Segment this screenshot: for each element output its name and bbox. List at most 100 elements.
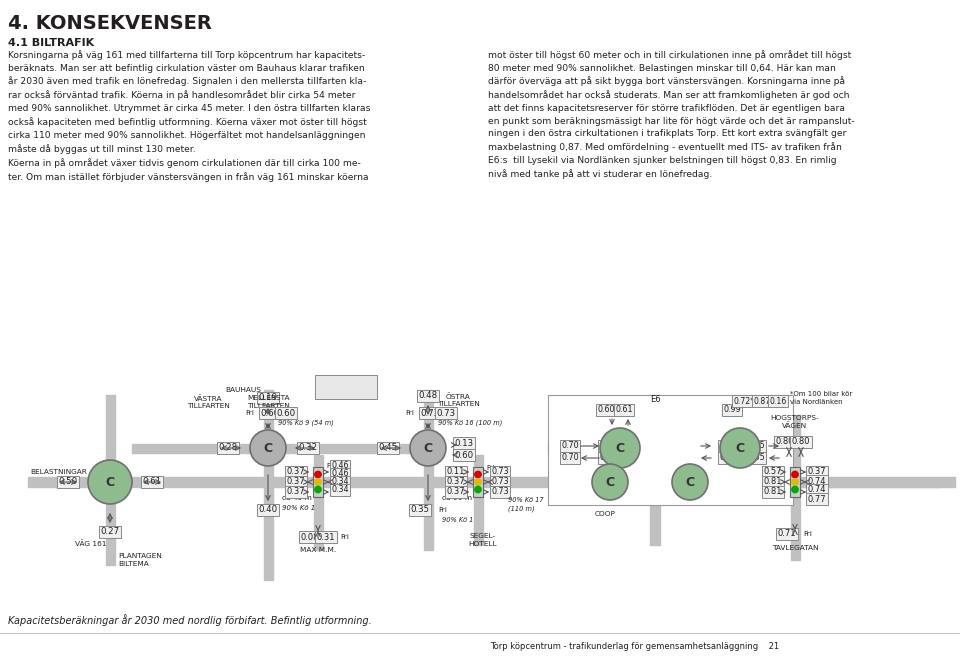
- Text: 0.37: 0.37: [807, 468, 827, 476]
- Text: C: C: [106, 476, 114, 489]
- Circle shape: [475, 486, 481, 493]
- Text: 0.61: 0.61: [142, 478, 161, 487]
- Text: 0.40: 0.40: [258, 506, 277, 514]
- Text: 0.37: 0.37: [287, 487, 305, 497]
- Text: 0.46: 0.46: [331, 470, 348, 478]
- Text: ÖSTRA
TILLFARTEN: ÖSTRA TILLFARTEN: [437, 393, 479, 407]
- FancyBboxPatch shape: [315, 375, 377, 399]
- Text: 0.61: 0.61: [615, 405, 633, 415]
- Text: MELLERSTA
TILLFARTEN: MELLERSTA TILLFARTEN: [247, 396, 289, 409]
- Text: VÄG 161: VÄG 161: [75, 541, 107, 547]
- Text: (110 m): (110 m): [508, 506, 535, 512]
- Text: 0.35: 0.35: [411, 506, 429, 514]
- Circle shape: [315, 471, 322, 478]
- Text: Fri: Fri: [405, 410, 414, 416]
- Text: C: C: [615, 441, 625, 455]
- Text: 0.11: 0.11: [446, 468, 466, 476]
- Text: E6: E6: [650, 396, 660, 405]
- Text: ca 45 m: ca 45 m: [282, 495, 312, 501]
- Text: 90% Kö 9 (54 m): 90% Kö 9 (54 m): [278, 420, 334, 426]
- Text: 0.31: 0.31: [317, 533, 335, 541]
- Circle shape: [720, 428, 760, 468]
- Text: 0.83*: 0.83*: [610, 429, 630, 435]
- Text: 0.37: 0.37: [287, 478, 305, 487]
- Circle shape: [792, 479, 798, 485]
- Text: C: C: [685, 476, 695, 489]
- Text: COOP: COOP: [594, 511, 615, 517]
- Circle shape: [475, 471, 481, 478]
- Text: 90% Kö 1: 90% Kö 1: [282, 505, 315, 511]
- Text: Korsningarna på väg 161 med tillfarterna till Torp köpcentrum har kapacitets-
be: Korsningarna på väg 161 med tillfarterna…: [8, 50, 371, 182]
- Circle shape: [315, 486, 322, 493]
- Text: 0.90: 0.90: [599, 453, 617, 462]
- Text: 0.28: 0.28: [219, 443, 237, 453]
- Circle shape: [410, 430, 446, 466]
- Text: 0.60: 0.60: [454, 451, 473, 459]
- Text: 0.71: 0.71: [778, 529, 796, 539]
- Text: 0.60: 0.60: [276, 409, 296, 417]
- Text: 90% Kö 17: 90% Kö 17: [508, 497, 543, 503]
- Text: HOGSTORPS-
VÄGEN: HOGSTORPS- VÄGEN: [771, 415, 819, 429]
- Text: 0.74: 0.74: [807, 485, 827, 495]
- Text: 0.37: 0.37: [446, 478, 466, 487]
- Text: PLANTAGEN
BILTEMA: PLANTAGEN BILTEMA: [118, 554, 161, 567]
- Text: 0.74: 0.74: [807, 476, 827, 485]
- Text: 0.56: 0.56: [719, 453, 737, 462]
- Text: TAVLEGATAN: TAVLEGATAN: [772, 545, 818, 551]
- Text: 0.73: 0.73: [492, 468, 509, 476]
- Text: Fri: Fri: [245, 410, 254, 416]
- Text: mot öster till högst 60 meter och in till cirkulationen inne på området till hög: mot öster till högst 60 meter och in til…: [488, 50, 854, 179]
- Text: 90% Kö 16 (100 m): 90% Kö 16 (100 m): [438, 420, 502, 426]
- Text: Fri: Fri: [803, 531, 812, 537]
- Text: 0.90: 0.90: [599, 441, 617, 451]
- Text: 0.37: 0.37: [446, 487, 466, 497]
- Text: 0.70: 0.70: [562, 453, 579, 462]
- Text: C: C: [735, 441, 745, 455]
- Text: 0.73: 0.73: [492, 487, 509, 497]
- Circle shape: [315, 479, 322, 485]
- Text: Torp köpcentrum - trafikunderlag för gemensamhetsanläggning    21: Torp köpcentrum - trafikunderlag för gem…: [490, 642, 780, 651]
- Text: 90% Kö 1: 90% Kö 1: [442, 517, 473, 523]
- Text: C: C: [606, 476, 614, 489]
- Circle shape: [475, 479, 481, 485]
- Text: SEGEL-
HOTELL: SEGEL- HOTELL: [468, 533, 497, 546]
- Circle shape: [88, 460, 132, 504]
- Text: Fri: Fri: [340, 534, 348, 540]
- Text: 0.57: 0.57: [764, 468, 782, 476]
- Text: 4.1 BILTRAFIK: 4.1 BILTRAFIK: [8, 38, 94, 48]
- Text: 0.81: 0.81: [764, 487, 782, 497]
- Text: Fri: Fri: [326, 463, 334, 469]
- Text: 0.48: 0.48: [419, 392, 438, 401]
- Text: 0.56: 0.56: [719, 441, 737, 451]
- Text: 0.60: 0.60: [260, 409, 279, 417]
- Text: 0.72*: 0.72*: [733, 396, 755, 405]
- Text: 0.73: 0.73: [437, 409, 456, 417]
- Text: Kapacitetsberäkningar år 2030 med nordlig förbifart. Befintlig utformning.: Kapacitetsberäkningar år 2030 med nordli…: [8, 614, 372, 626]
- Text: 0.73: 0.73: [492, 478, 509, 487]
- Text: ca 90 m: ca 90 m: [442, 495, 472, 501]
- Text: MAX M.M.: MAX M.M.: [300, 547, 336, 553]
- Text: 0.50: 0.50: [59, 478, 78, 487]
- Text: 0.46: 0.46: [331, 462, 348, 470]
- Text: 0.45: 0.45: [378, 443, 397, 453]
- Circle shape: [792, 471, 798, 478]
- Text: 0.37: 0.37: [287, 468, 305, 476]
- Circle shape: [592, 464, 628, 500]
- Text: VÄSTRA
TILLFARTEN: VÄSTRA TILLFARTEN: [186, 395, 229, 409]
- Text: 0.80: 0.80: [792, 438, 810, 447]
- Text: BELASTNINGAR: BELASTNINGAR: [30, 469, 86, 475]
- Bar: [548, 395, 793, 505]
- Bar: [313, 467, 323, 497]
- Text: *Om 100 bilar kör
via Nordlänken: *Om 100 bilar kör via Nordlänken: [790, 392, 852, 405]
- Text: 0.19: 0.19: [258, 394, 277, 403]
- Text: BAUHAUS: BAUHAUS: [225, 387, 261, 393]
- Text: 0.08: 0.08: [300, 533, 320, 541]
- Text: 0.77: 0.77: [807, 495, 827, 504]
- Text: 0.34: 0.34: [331, 485, 348, 495]
- Text: 0.55: 0.55: [747, 453, 765, 462]
- Text: C: C: [423, 441, 433, 455]
- Text: 0.99: 0.99: [723, 405, 741, 415]
- Bar: [473, 467, 483, 497]
- Text: Fri: Fri: [486, 465, 494, 471]
- Text: 0.70: 0.70: [562, 441, 579, 451]
